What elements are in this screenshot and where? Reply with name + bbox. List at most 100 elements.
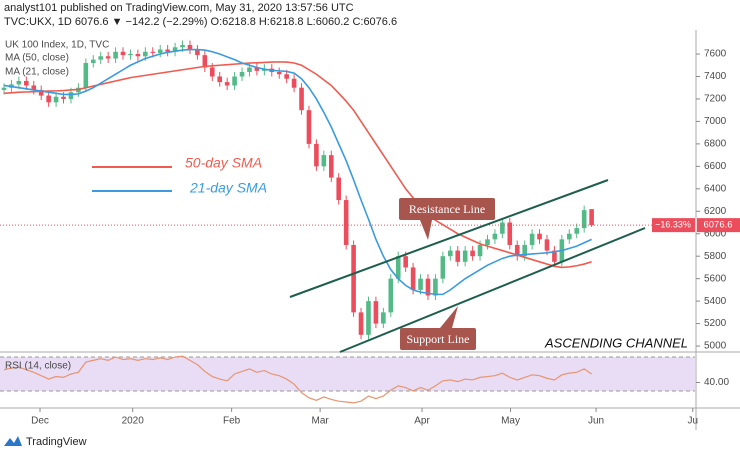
candle-body [366,301,371,335]
candle-body [388,278,394,313]
rsi-line [3,355,592,404]
y-tick-label: 7400 [704,71,727,82]
candle-body [477,244,483,257]
candle-body [143,51,148,57]
footer-logo: TradingView [4,436,87,448]
support-box [400,328,476,350]
candle-body [403,256,408,268]
x-tick-label: Ju [687,416,698,427]
resistance-label: Resistance Line [409,202,485,216]
candle-body [410,267,416,290]
candle-body [284,74,289,79]
y-tick-label: 7600 [704,49,727,60]
y-tick-label: 5200 [704,318,727,329]
rsi-title: RSI (14, close) [5,361,71,372]
plot-area [0,40,696,404]
candle-body [336,177,342,201]
candle-body [381,312,386,324]
y-tick-label: 5800 [704,251,727,262]
candle-body [462,250,468,262]
x-tick-label: Mar [312,416,330,427]
candle-body [455,250,461,262]
y-tick-label: 5600 [704,273,727,284]
candle-body [254,67,260,71]
candle-body [351,244,356,313]
y-tick-label: 6200 [704,206,727,217]
candle-body [105,56,111,59]
resistance-pointer [420,220,432,240]
channel-lower [339,227,646,353]
x-tick-label: Apr [414,416,430,427]
y-tick-label: 7200 [704,94,727,105]
candle-body [247,67,252,72]
price-tag-label: 6076.6 [703,220,732,231]
footer-text: TradingView [26,436,87,448]
candle-body [470,250,475,257]
candle-body [202,55,208,68]
main-legend-title: UK 100 Index, 1D, TVC [5,40,109,51]
candle-body [440,256,446,279]
change-tag [652,218,695,233]
candle-body [500,222,505,234]
candle-body [276,71,282,75]
candle-body [433,278,438,296]
candle-body [507,222,513,245]
candle-body [343,200,349,245]
y-tick-label: 7000 [704,116,727,127]
candle-body [485,239,490,245]
candle-body [38,89,44,96]
candle-body [120,51,126,56]
candle-body [552,250,557,262]
support-label: Support Line [407,332,470,346]
candle-body [16,80,22,85]
y-tick-label: 5400 [704,296,727,307]
quote-line: TVC:UKX, 1D 6076.6 ▼ −142.2 (−2.29%) O:6… [4,16,397,28]
candle-body [83,63,89,88]
candle-body [24,80,29,86]
candle-body [492,233,498,240]
candle-body [566,233,572,240]
candle-body [217,76,223,83]
rsi-band [0,356,695,391]
candle-body [589,209,594,226]
candle-body [425,278,431,296]
ma-line [3,48,592,296]
candle-body [195,49,200,56]
y-tick-label: 6400 [704,183,727,194]
rsi-tick-label: 40.00 [704,377,729,388]
candle-body [373,301,379,324]
candle-body [157,49,163,53]
candle-body [128,54,133,56]
candle-body [180,45,185,48]
y-tick-label: 5000 [704,341,727,352]
x-tick-label: May [501,416,520,427]
candle-body [172,47,178,52]
channel-label: ASCENDING CHANNEL [544,335,688,350]
candle-body [113,51,118,59]
candle-body [529,233,535,245]
candle-body [68,92,74,99]
candle-body [418,278,423,290]
candle-body [291,78,297,88]
candle-body [306,110,312,144]
channel-upper [289,179,609,298]
candle-body [1,87,7,90]
candle-body [395,256,401,279]
candle-body [522,244,527,257]
candle-body [187,45,193,50]
candle-body [447,250,453,257]
candle-body [321,155,327,167]
candle-body [314,143,319,167]
candle-body [61,96,66,99]
candle-body [514,244,520,257]
x-tick-label: Jun [588,416,604,427]
candle-body [135,54,141,57]
change-tag-label: −16.33% [655,220,691,230]
candle-body [537,233,542,240]
candle-body [574,228,580,234]
candle-body [232,76,237,86]
candle-body [46,95,51,103]
price-tag [697,218,740,233]
x-tick-label: Feb [223,416,241,427]
candle-body [98,56,104,60]
